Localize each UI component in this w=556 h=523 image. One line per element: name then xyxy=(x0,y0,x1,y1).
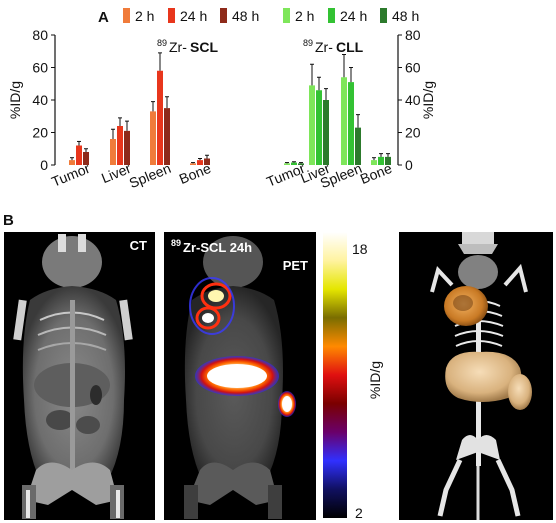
render-3d-image xyxy=(399,232,553,520)
bar-tumor-24h xyxy=(291,162,297,165)
y-tick-label: 20 xyxy=(32,125,48,141)
y-tick-label: 0 xyxy=(40,157,48,173)
chart-cll: 89 Zr- CLL %ID/g 020406080TumorLiverSple… xyxy=(264,27,436,191)
cll-title-main: CLL xyxy=(336,39,364,55)
colorbar-min: 2 xyxy=(355,505,363,521)
cll-title-sup: 89 xyxy=(303,38,313,48)
bar-spleen-48h xyxy=(164,108,170,165)
legend-swatch xyxy=(328,8,335,23)
y-tick-label: 80 xyxy=(405,27,421,43)
bar-spleen-2h xyxy=(341,77,347,165)
bar-liver-24h xyxy=(117,126,123,165)
bar-bone-48h xyxy=(204,158,210,165)
scl-title-sup: 89 xyxy=(157,38,167,48)
legend-label: 2 h xyxy=(135,8,154,24)
bar-spleen-24h xyxy=(157,70,163,165)
category-label: Spleen xyxy=(127,160,173,191)
legend-label: 24 h xyxy=(340,8,367,24)
bar-bone-48h xyxy=(385,156,391,165)
bar-tumor-24h xyxy=(76,145,82,165)
legend-label: 24 h xyxy=(180,8,207,24)
bar-tumor-48h xyxy=(83,152,89,165)
panel-b-label: B xyxy=(3,212,14,229)
bar-tumor-48h xyxy=(298,163,304,165)
ct-label: CT xyxy=(130,238,147,253)
pet-label-line2: PET xyxy=(283,258,308,273)
bar-bone-24h xyxy=(197,160,203,165)
y-tick-label: 60 xyxy=(405,60,421,76)
cll-title-prefix: Zr- xyxy=(315,39,333,55)
y-tick-label: 60 xyxy=(32,60,48,76)
bar-spleen-2h xyxy=(150,111,156,165)
scl-title-prefix: Zr- xyxy=(169,39,187,55)
legend-label: 48 h xyxy=(392,8,419,24)
category-label: Bone xyxy=(358,160,395,187)
bar-liver-2h xyxy=(309,85,315,165)
bar-bone-2h xyxy=(371,160,377,165)
bar-tumor-2h xyxy=(69,160,75,165)
y-tick-label: 80 xyxy=(32,27,48,43)
panel-a-label: A xyxy=(98,9,109,26)
legend-scl: 2 h 24 h 48 h xyxy=(123,8,259,24)
y-tick-label: 40 xyxy=(405,92,421,108)
legend-swatch xyxy=(283,8,290,23)
bar-liver-24h xyxy=(316,90,322,165)
legend-swatch xyxy=(380,8,387,23)
ct-image xyxy=(4,232,155,520)
bar-bone-2h xyxy=(190,163,196,165)
colorbar xyxy=(323,232,347,518)
bar-tumor-2h xyxy=(284,163,290,165)
bar-spleen-48h xyxy=(355,127,361,165)
legend-label: 48 h xyxy=(232,8,259,24)
bar-spleen-24h xyxy=(348,82,354,165)
y-tick-label: 0 xyxy=(405,157,413,173)
category-label: Bone xyxy=(177,160,214,187)
bar-liver-2h xyxy=(110,139,116,165)
legend-label: 2 h xyxy=(295,8,314,24)
bar-bone-24h xyxy=(378,156,384,165)
scl-ylabel: %ID/g xyxy=(7,81,23,119)
cll-ylabel: %ID/g xyxy=(420,81,436,119)
legend-cll: 2 h 24 h 48 h xyxy=(283,8,419,24)
legend-swatch xyxy=(168,8,175,23)
y-tick-label: 20 xyxy=(405,125,421,141)
colorbar-label: %ID/g xyxy=(367,361,383,399)
bar-liver-48h xyxy=(323,100,329,165)
colorbar-max: 18 xyxy=(352,241,368,257)
y-tick-label: 40 xyxy=(32,92,48,108)
pet-image xyxy=(164,232,316,520)
pet-label-sup: 89 xyxy=(171,238,181,248)
pet-label-line1: Zr-SCL 24h xyxy=(183,240,252,255)
legend-swatch xyxy=(123,8,130,23)
legend-swatch xyxy=(220,8,227,23)
bar-liver-48h xyxy=(124,130,130,165)
scl-title-main: SCL xyxy=(190,39,218,55)
